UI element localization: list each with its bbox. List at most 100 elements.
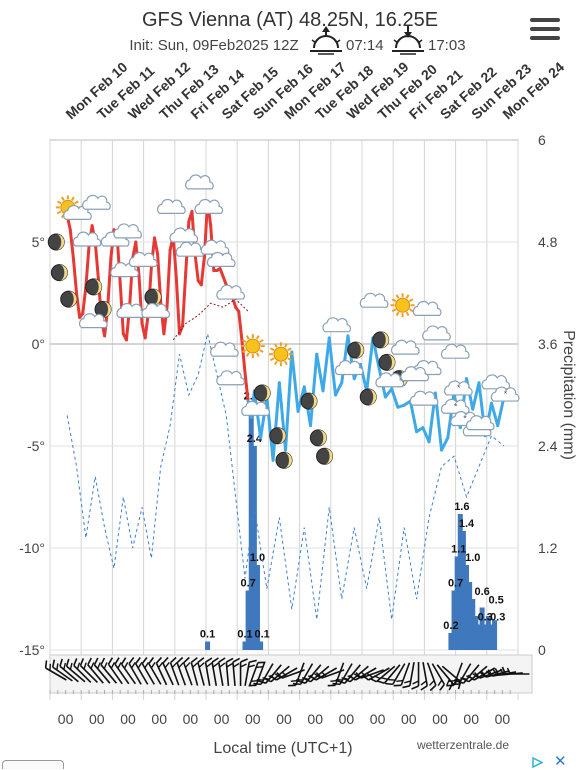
temperature-line-segment bbox=[271, 381, 281, 462]
wind-barb bbox=[244, 659, 257, 686]
wind-barb bbox=[411, 662, 420, 690]
precipitation-bars: 0.1 0.10.72.92.41.00.10.20.71.11.61.41.00… bbox=[200, 391, 505, 650]
temperature-line-segment bbox=[333, 381, 344, 397]
precip-data-label: 1.4 bbox=[459, 518, 475, 530]
wind-barb bbox=[288, 662, 305, 687]
ad-play-icon[interactable] bbox=[532, 757, 543, 768]
precip-data-label: 0.3 bbox=[478, 612, 493, 624]
credit-label: wetterzentrale.de bbox=[416, 738, 509, 752]
wind-barb bbox=[128, 657, 142, 685]
precip-data-label: 0.1 bbox=[255, 629, 270, 641]
hour-label: 00 bbox=[214, 711, 230, 727]
sun-icon bbox=[390, 293, 415, 318]
cloud-icon bbox=[113, 223, 142, 239]
wind-barb bbox=[93, 657, 111, 684]
precip-bar bbox=[464, 565, 470, 650]
wind-barb bbox=[248, 662, 266, 687]
cloud-icon bbox=[175, 241, 205, 257]
ad-tab[interactable] bbox=[2, 760, 64, 769]
precip-bar bbox=[254, 565, 260, 650]
moon-icon bbox=[50, 264, 68, 282]
wind-barb bbox=[225, 657, 234, 687]
precip-data-label: 0.1 bbox=[200, 629, 215, 641]
cloud-icon bbox=[82, 194, 111, 210]
cloud-icon bbox=[185, 174, 214, 190]
precip-bar bbox=[488, 624, 494, 650]
wind-barb bbox=[79, 658, 99, 684]
precip-data-label: 1.0 bbox=[250, 552, 265, 564]
x-axis-label: Local time (UTC+1) bbox=[213, 740, 352, 757]
hour-label: 00 bbox=[89, 711, 105, 727]
menu-icon[interactable] bbox=[530, 18, 560, 44]
temperature-line-segment bbox=[315, 352, 325, 393]
hour-label: 00 bbox=[370, 711, 386, 727]
precip-bar bbox=[454, 556, 460, 650]
precip-bar bbox=[251, 446, 257, 650]
chart-title: GFS Vienna (AT) 48.25N, 16.25E bbox=[142, 9, 438, 31]
precip-data-label: 1.1 bbox=[451, 544, 466, 556]
temperature-line-segment bbox=[309, 352, 319, 428]
wind-barb bbox=[211, 657, 219, 686]
wind-barb bbox=[369, 665, 396, 683]
wind-barb bbox=[253, 663, 274, 686]
moon-icon bbox=[372, 331, 390, 349]
precip-bar bbox=[460, 531, 466, 650]
temperature-line-segment bbox=[193, 252, 200, 283]
moon-icon bbox=[144, 288, 162, 306]
wind-barb bbox=[248, 661, 266, 686]
weather-icons: * * * * bbox=[47, 174, 520, 469]
hour-label: 00 bbox=[401, 711, 417, 727]
temperature-line-segment bbox=[171, 234, 178, 281]
cloud-icon bbox=[375, 372, 405, 388]
y2-tick-label: 0 bbox=[538, 642, 546, 658]
precip-data-label: 0.2 bbox=[443, 620, 458, 632]
temperature-line-segment bbox=[365, 336, 375, 393]
y2-tick-label: 4.8 bbox=[538, 234, 558, 250]
temperature-line-segment bbox=[284, 350, 294, 452]
wind-barb bbox=[393, 662, 411, 687]
wind-barb bbox=[65, 658, 86, 683]
cloud-icon bbox=[200, 239, 230, 255]
precip-bar bbox=[476, 624, 482, 650]
temperature-line-segment bbox=[71, 256, 79, 295]
wind-barb bbox=[217, 657, 226, 686]
cloud-icon bbox=[156, 198, 186, 214]
init-label: Init: Sun, 09Feb2025 12Z bbox=[129, 37, 298, 54]
cloud-icon bbox=[390, 339, 420, 355]
y-tick-label: -10° bbox=[19, 540, 45, 556]
y-tick-label: 5° bbox=[32, 234, 45, 250]
precip-data-label: 0.3 bbox=[490, 612, 505, 624]
temperature-line-segment bbox=[181, 271, 188, 328]
temperature-line-segment bbox=[471, 381, 481, 411]
wind-barb bbox=[376, 664, 401, 684]
moon-icon bbox=[47, 233, 65, 251]
wind-barbs bbox=[44, 654, 533, 694]
moon-icon bbox=[269, 427, 287, 445]
min-temperature-line bbox=[66, 333, 505, 620]
temperature-line-segment bbox=[68, 228, 75, 260]
precip-bar bbox=[467, 582, 473, 650]
wind-barb bbox=[134, 657, 149, 685]
hour-label: 00 bbox=[495, 711, 511, 727]
wind-barb bbox=[59, 658, 79, 683]
cloud-snow-icon: * bbox=[490, 386, 520, 402]
wind-barb bbox=[232, 657, 241, 687]
wind-barb bbox=[269, 667, 298, 681]
temperature-line-segment bbox=[165, 248, 172, 309]
hour-label: 00 bbox=[183, 711, 199, 727]
ad-close-icon[interactable]: ✕ bbox=[554, 753, 567, 770]
temperature-line-segment bbox=[243, 371, 250, 403]
wind-barb bbox=[309, 667, 338, 681]
svg-text:*: * bbox=[454, 401, 458, 411]
y2-tick-label: 3.6 bbox=[538, 336, 558, 352]
precip-bar bbox=[242, 641, 248, 650]
precip-bar bbox=[258, 641, 264, 650]
moon-icon bbox=[316, 447, 334, 465]
wind-barb bbox=[420, 662, 428, 691]
temperature-line-segment bbox=[265, 395, 275, 462]
wind-barb bbox=[446, 662, 463, 687]
cloud-icon bbox=[412, 300, 442, 316]
wind-barb bbox=[155, 656, 168, 686]
wind-barb bbox=[73, 658, 92, 684]
cloud-icon bbox=[322, 317, 352, 333]
